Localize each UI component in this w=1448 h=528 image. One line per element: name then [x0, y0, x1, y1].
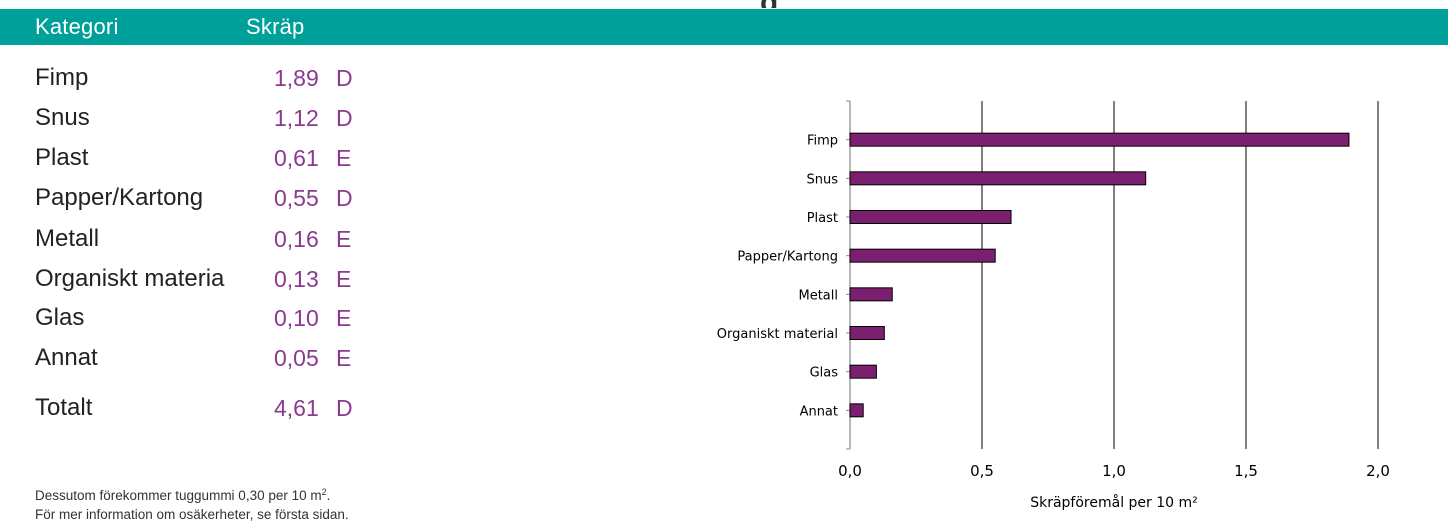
- table-row: Annat 0,05 E: [0, 340, 440, 376]
- row-category: Fimp: [35, 64, 89, 91]
- total-row: Totalt 4,61 D: [0, 390, 440, 426]
- row-value: 1,12: [274, 105, 319, 131]
- category-label: Organiskt material: [717, 327, 838, 342]
- bar: [849, 171, 1147, 186]
- row-grade: D: [336, 105, 353, 131]
- row-value: 0,61: [274, 145, 319, 171]
- table-row: Glas 0,10 E: [0, 300, 440, 336]
- footnote-gum: Dessutom förekommer tuggummi 0,30 per 10…: [35, 487, 330, 504]
- category-label: Papper/Kartong: [737, 250, 838, 265]
- row-grade: E: [336, 305, 352, 331]
- table-row: Papper/Kartong 0,55 D: [0, 180, 440, 216]
- bar: [849, 364, 877, 379]
- footnote-uncertainty: För mer information om osäkerheter, se f…: [35, 507, 349, 522]
- row-category: Annat: [35, 344, 98, 371]
- bar-chart: Fimp Snus Plast Papper/Kartong Metall Organis…: [717, 100, 1390, 511]
- row-category: Glas: [35, 304, 85, 331]
- footnote-gum-text: Dessutom förekommer tuggummi 0,30 per 10…: [35, 488, 322, 503]
- row-category: Organiskt materia: [35, 265, 225, 292]
- x-tick-label: 0,5: [970, 462, 994, 480]
- bar: [849, 248, 996, 263]
- row-grade: D: [336, 65, 353, 91]
- row-grade: E: [336, 266, 352, 292]
- bar: [849, 210, 1012, 224]
- partial-title-fragment: g: [760, 0, 850, 8]
- row-grade: E: [336, 145, 352, 171]
- category-label: Snus: [806, 172, 838, 187]
- table-row: Organiskt materia 0,13 E: [0, 261, 440, 297]
- total-label: Totalt: [35, 394, 93, 421]
- category-label: Fimp: [807, 134, 838, 149]
- x-tick-label: 0,0: [838, 462, 862, 480]
- category-label: Metall: [798, 288, 838, 303]
- row-category: Metall: [35, 225, 100, 252]
- row-value: 0,10: [274, 305, 319, 331]
- x-tick-label: 2,0: [1366, 462, 1390, 480]
- bar: [849, 132, 1350, 147]
- table-row: Fimp 1,89 D: [0, 60, 440, 96]
- footnote-gum-end: .: [326, 488, 331, 503]
- row-value: 1,89: [274, 65, 319, 91]
- header-kategori: Kategori: [35, 14, 119, 39]
- category-label: Glas: [810, 366, 839, 381]
- x-tick-label: 1,0: [1102, 462, 1126, 480]
- row-category: Papper/Kartong: [35, 184, 204, 211]
- total-value: 4,61: [274, 395, 319, 421]
- category-label: Plast: [807, 211, 838, 226]
- category-label: Annat: [800, 404, 838, 419]
- row-grade: E: [336, 226, 352, 252]
- row-value: 0,13: [274, 266, 319, 292]
- bar: [849, 403, 864, 418]
- bar: [849, 287, 893, 302]
- table-row: Metall 0,16 E: [0, 221, 440, 257]
- row-value: 0,55: [274, 185, 319, 211]
- row-category: Snus: [35, 104, 90, 131]
- row-grade: D: [336, 185, 353, 211]
- row-value: 0,05: [274, 345, 319, 371]
- row-category: Plast: [35, 144, 89, 171]
- total-grade: D: [336, 395, 353, 421]
- x-axis-label: Skräpföremål per 10 m²: [1030, 494, 1198, 511]
- footnote-gum-sup: 2: [321, 487, 327, 497]
- table-row: Plast 0,61 E: [0, 140, 440, 176]
- table-row: Snus 1,12 D: [0, 100, 440, 136]
- row-value: 0,16: [274, 226, 319, 252]
- bar: [849, 326, 885, 340]
- x-tick-label: 1,5: [1234, 462, 1258, 480]
- table-header-bar: Kategori Skräp: [0, 9, 1448, 45]
- row-grade: E: [336, 345, 352, 371]
- header-skrap: Skräp: [246, 14, 305, 39]
